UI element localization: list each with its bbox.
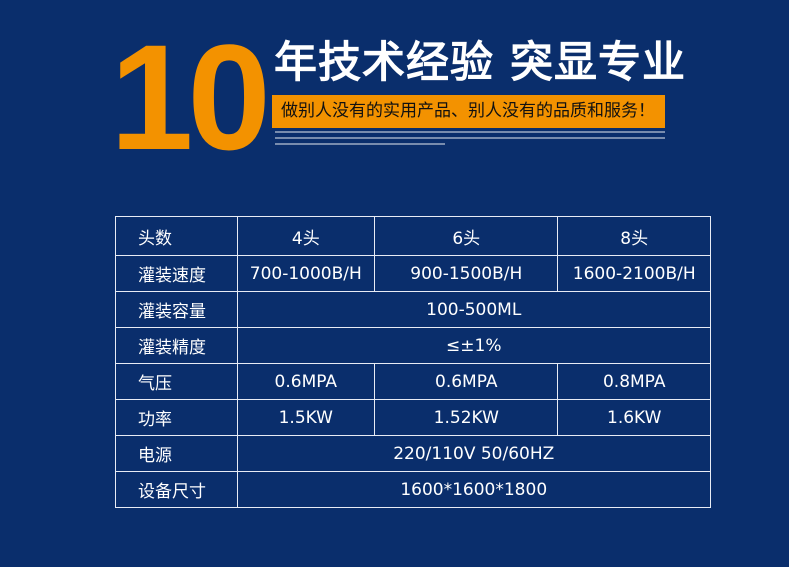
fine-print-line (275, 137, 665, 139)
row-label: 灌装精度 (115, 327, 238, 364)
table-cell: ≤±1% (236, 327, 711, 364)
table-cell: 220/110V 50/60HZ (236, 435, 711, 472)
table-cell: 1.52KW (374, 399, 559, 436)
table-row: 电源 220/110V 50/60HZ (115, 435, 711, 472)
table-cell: 1.5KW (236, 399, 376, 436)
table-cell: 0.8MPA (557, 363, 711, 400)
table-cell: 1600*1600*1800 (236, 471, 711, 508)
row-label: 电源 (115, 435, 238, 472)
row-label: 灌装容量 (115, 291, 238, 328)
table-cell: 100-500ML (236, 291, 711, 328)
slogan-banner: 做别人没有的实用产品、别人没有的品质和服务！ (272, 95, 665, 128)
table-cell: 6头 (374, 216, 559, 256)
table-row: 灌装速度 700-1000B/H 900-1500B/H 1600-2100B/H (115, 255, 711, 292)
row-label: 功率 (115, 399, 238, 436)
table-cell: 4头 (236, 216, 376, 256)
spec-table: 头数 4头 6头 8头 灌装速度 700-1000B/H 900-1500B/H 1600-2… (115, 216, 711, 508)
table-row: 功率 1.5KW 1.52KW 1.6KW (115, 399, 711, 436)
row-label: 灌装速度 (115, 255, 238, 292)
row-label: 气压 (115, 363, 238, 400)
years-number: 10 (110, 13, 271, 181)
table-cell: 0.6MPA (374, 363, 559, 400)
table-cell: 900-1500B/H (374, 255, 559, 292)
fine-print-line (275, 143, 445, 145)
headline: 年技术经验 突显专业 (274, 38, 686, 88)
table-row: 设备尺寸 1600*1600*1800 (115, 471, 711, 508)
table-row: 气压 0.6MPA 0.6MPA 0.8MPA (115, 363, 711, 400)
table-row: 头数 4头 6头 8头 (115, 216, 711, 256)
table-row: 灌装精度 ≤±1% (115, 327, 711, 364)
row-label: 头数 (115, 216, 238, 256)
fine-print-line (275, 131, 665, 133)
table-cell: 0.6MPA (236, 363, 376, 400)
table-cell: 1.6KW (557, 399, 711, 436)
table-cell: 700-1000B/H (236, 255, 376, 292)
table-row: 灌装容量 100-500ML (115, 291, 711, 328)
table-cell: 8头 (557, 216, 711, 256)
row-label: 设备尺寸 (115, 471, 238, 508)
table-cell: 1600-2100B/H (557, 255, 711, 292)
